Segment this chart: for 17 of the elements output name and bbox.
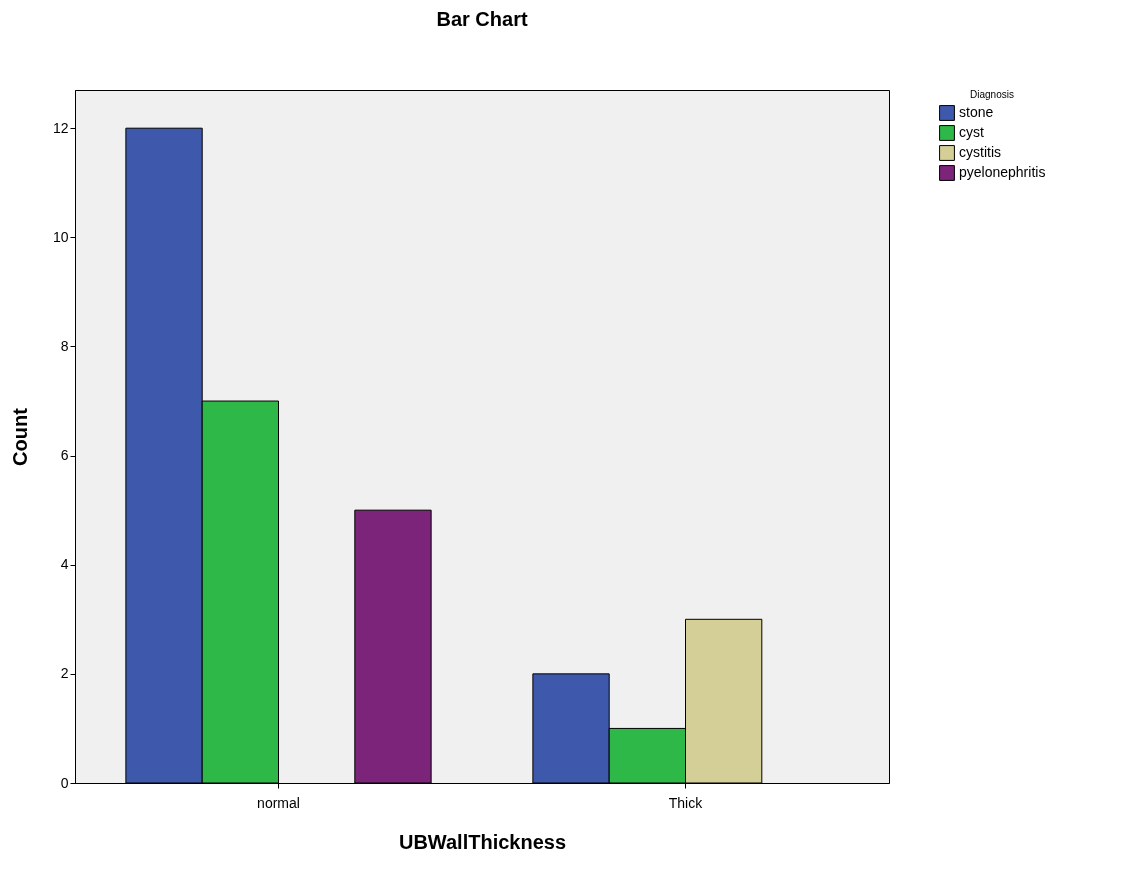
y-tick-label: 2 xyxy=(60,665,69,682)
y-tick-label: 8 xyxy=(60,337,69,354)
y-tick-label: 12 xyxy=(52,119,69,136)
y-tick-label: 0 xyxy=(60,774,69,791)
legend-label: stone xyxy=(959,104,994,120)
legend-title: Diagnosis xyxy=(970,89,1014,100)
legend-label: cyst xyxy=(959,124,984,140)
x-axis-title: UBWallThickness xyxy=(398,830,567,853)
legend-label: pyelonephritis xyxy=(959,164,1046,180)
y-tick-label: 4 xyxy=(60,556,69,573)
chart-title: Bar Chart xyxy=(436,8,528,30)
legend-label: cystitis xyxy=(959,144,1001,160)
y-axis-title: Count xyxy=(8,407,31,466)
y-tick-label: 10 xyxy=(52,228,69,245)
x-tick-label: normal xyxy=(257,794,300,811)
y-tick-label: 6 xyxy=(60,447,69,464)
x-tick-label: Thick xyxy=(668,794,704,811)
